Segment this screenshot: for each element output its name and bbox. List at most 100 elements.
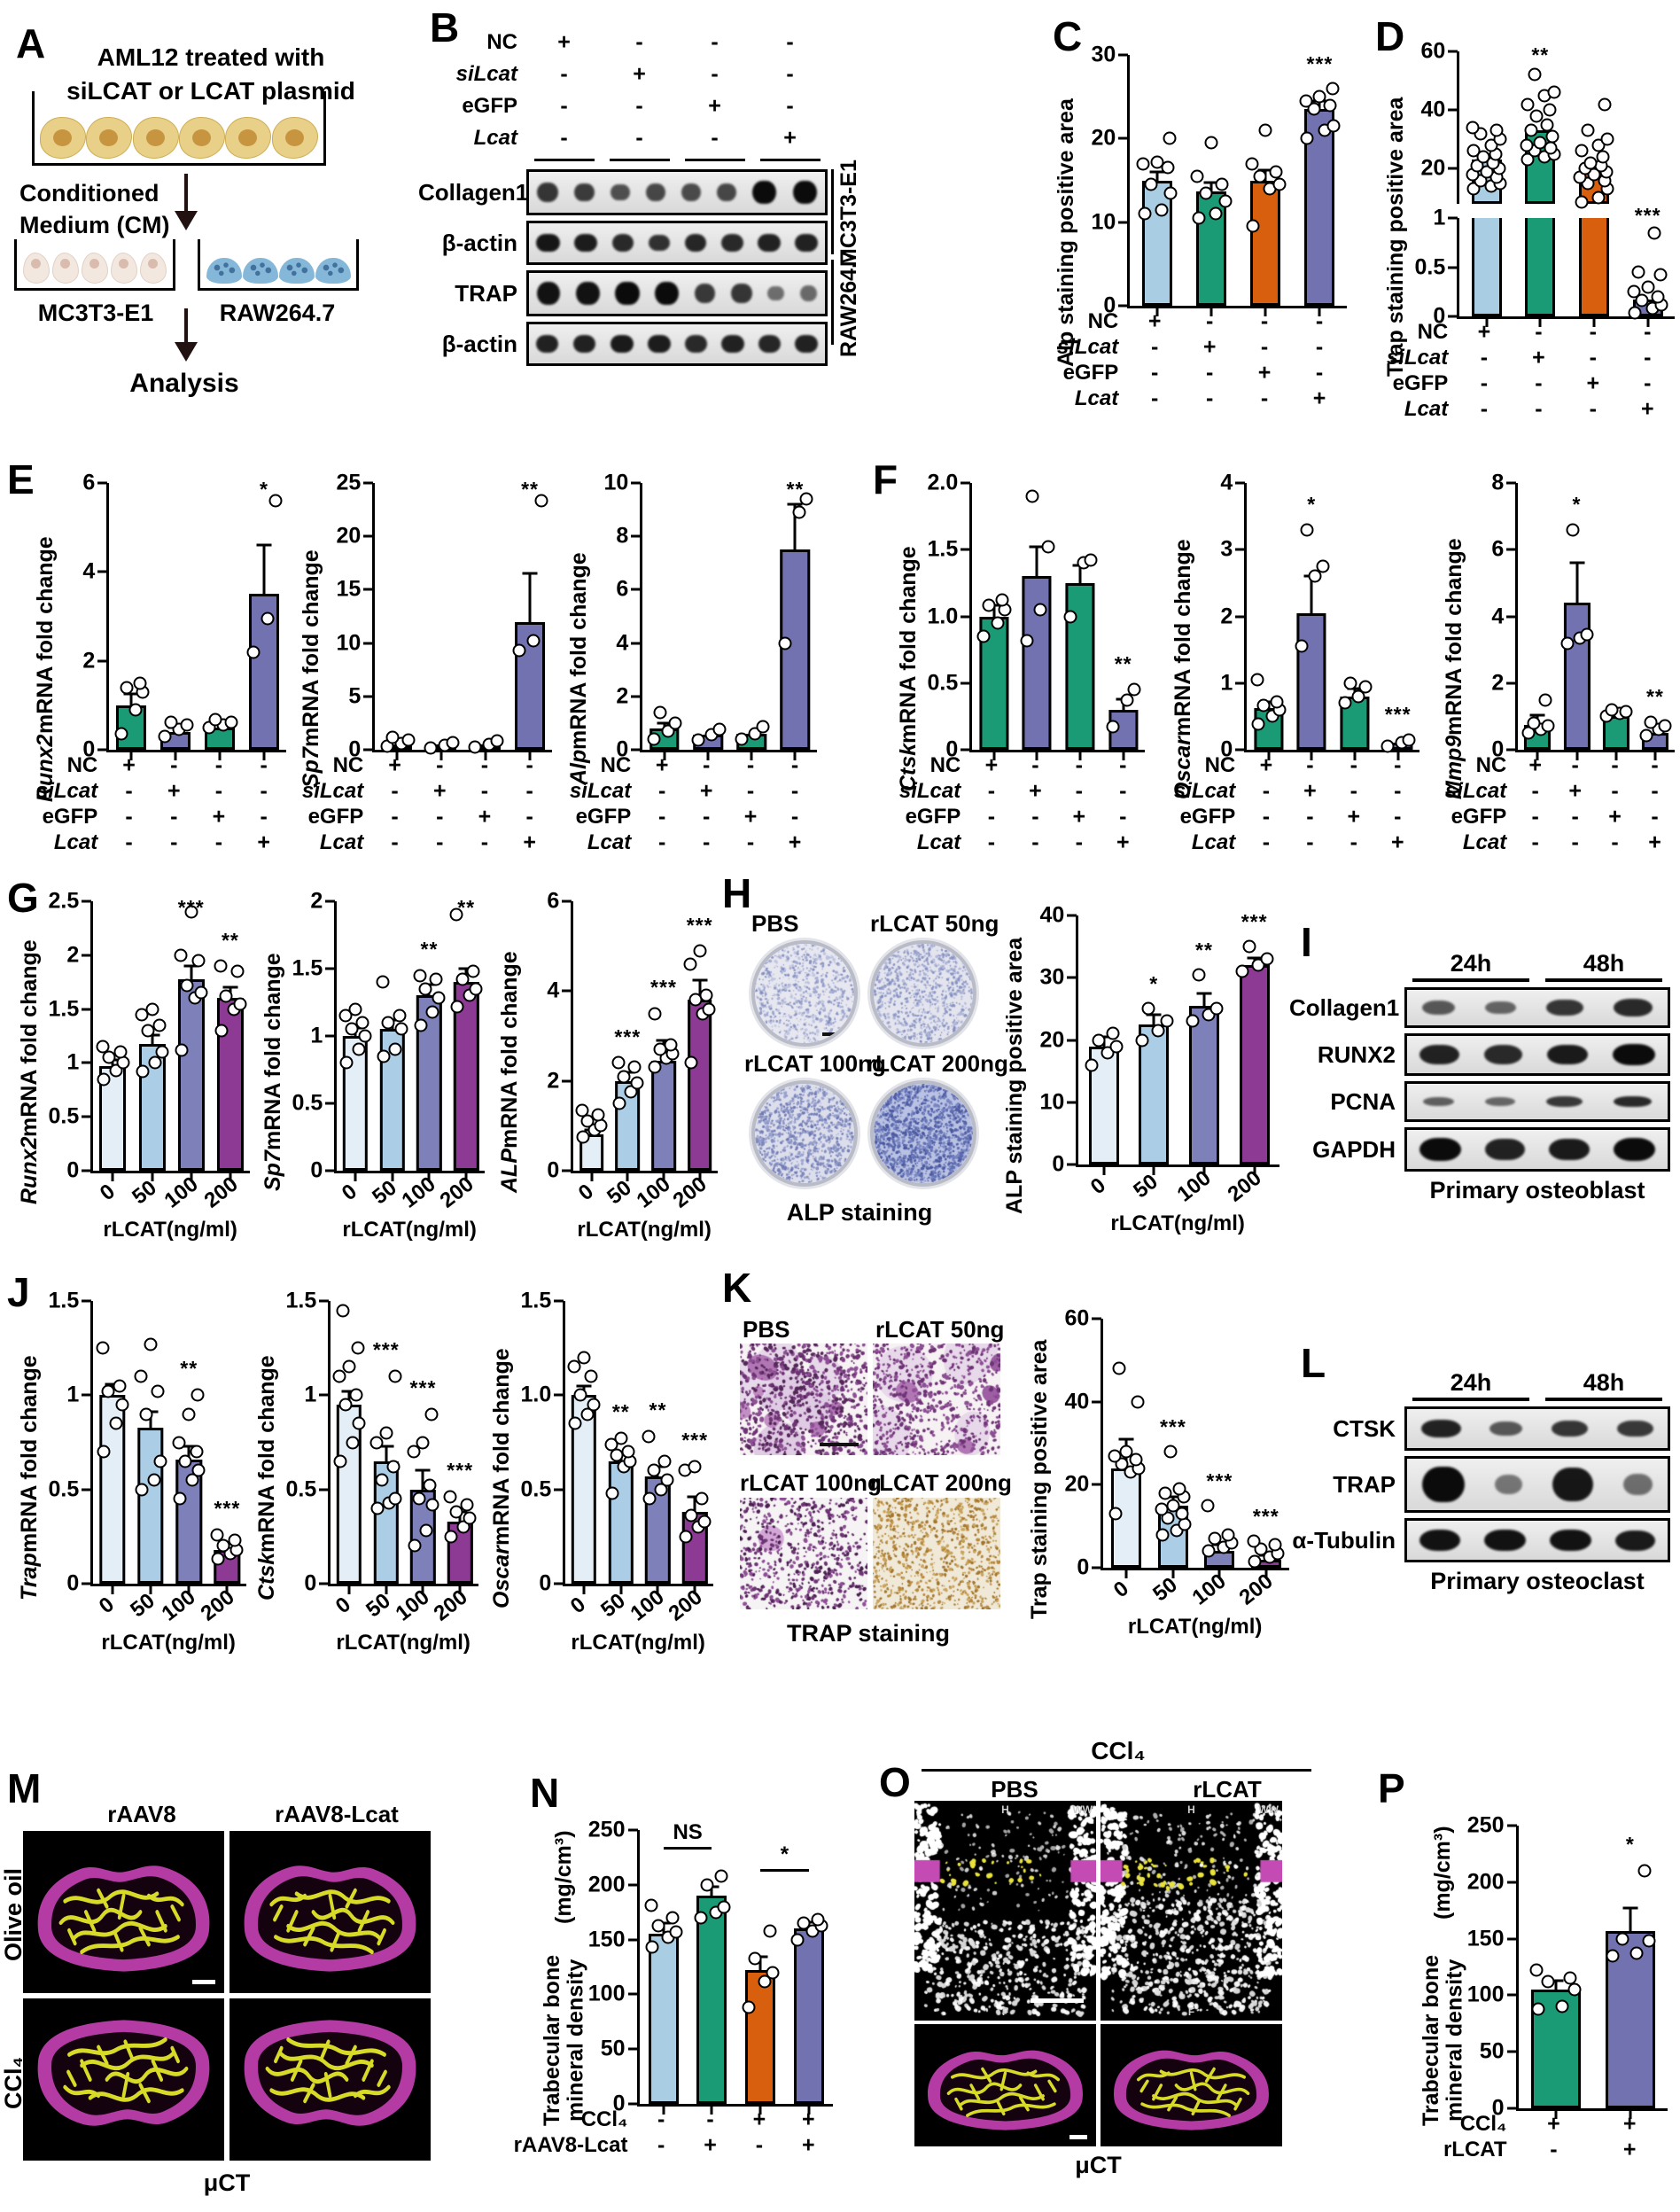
- y-tick: [363, 695, 374, 698]
- data-point: [386, 1460, 401, 1474]
- x-tick-label: 0: [566, 1592, 591, 1619]
- data-point: [1529, 109, 1544, 123]
- data-point: [342, 1359, 356, 1374]
- x-tick: [262, 752, 266, 760]
- x-tick: [484, 752, 487, 760]
- data-point: [1270, 695, 1284, 709]
- condition-symbol: -: [436, 752, 444, 777]
- hepatocyte-cell-icon: [132, 117, 179, 159]
- data-point: [463, 1511, 477, 1525]
- error-bar-cap: [105, 1382, 121, 1386]
- y-tick: [1235, 682, 1246, 685]
- data-point: [413, 969, 427, 983]
- y-axis-label: Ctsk mRNA fold change: [254, 1301, 280, 1655]
- bmd-chart: Trabecular bone mineral density (mg/cm³) 0…: [514, 1819, 833, 2158]
- significance: ***: [409, 1375, 437, 1399]
- error-bar-cap: [1347, 687, 1363, 690]
- y-tick: [1118, 136, 1129, 140]
- condition-symbol: +: [1312, 386, 1326, 410]
- data-point: [1338, 696, 1352, 710]
- condition-symbol: -: [711, 29, 719, 55]
- x-tick: [464, 1173, 468, 1181]
- condition-symbol: -: [786, 29, 794, 55]
- significance: ***: [1241, 910, 1268, 934]
- condition-label: eGFP: [462, 94, 517, 118]
- data-point: [102, 1050, 116, 1064]
- data-point: [450, 1000, 464, 1014]
- panel-h: H PBS rLCAT 50ng rLCAT 100ng rLCAT 200ng…: [718, 873, 1294, 1250]
- condition-label: eGFP: [42, 804, 98, 829]
- osteoblast-cell-icon: [23, 253, 51, 284]
- data-point: [1521, 97, 1535, 112]
- y-tick: [627, 2102, 638, 2106]
- data-point: [219, 989, 233, 1003]
- error-bar-cap: [1529, 713, 1545, 716]
- y-tick: [1448, 108, 1458, 112]
- condition-symbol: -: [1205, 386, 1214, 410]
- data-point: [1186, 1014, 1200, 1028]
- condition-symbol: -: [1611, 830, 1619, 854]
- x-tick-label: 0: [573, 1179, 598, 1206]
- condition-symbol: -: [391, 830, 399, 854]
- condition-label: CCl₄: [580, 2107, 628, 2131]
- condition-symbol: -: [657, 2132, 665, 2157]
- x-tick: [151, 1173, 154, 1181]
- x-axis-label: rLCAT(ng/ml): [103, 1218, 237, 1242]
- condition-row: siLcat - + - -: [570, 778, 817, 804]
- protein-band: [752, 181, 777, 204]
- y-tick-label: 2: [66, 942, 80, 968]
- data-point: [702, 1002, 716, 1016]
- data-point: [684, 1508, 698, 1523]
- protein-band: [574, 233, 597, 253]
- data-point: [444, 1530, 458, 1544]
- x-tick: [190, 1173, 193, 1181]
- plot-segment: 0 20 40 60 *** *** ***: [1064, 1307, 1289, 1578]
- runx2-dose-chart: Runx2 mRNA fold change 0 0.5 1 1.5 2 2.5 *** ** 0…: [17, 890, 250, 1242]
- panel-j: J Trap mRNA fold change 0 0.5 1 1.5 ** *** 0 50 1…: [0, 1267, 727, 1675]
- x-tick: [693, 1586, 696, 1594]
- condition-symbol: +: [699, 778, 713, 803]
- y-tick-label: 25: [336, 470, 362, 495]
- y-tick: [363, 534, 374, 538]
- condition-symbol: -: [525, 778, 533, 803]
- protein-band: [1494, 1475, 1523, 1494]
- condition-symbol: -: [711, 125, 719, 151]
- data-point: [345, 1022, 359, 1036]
- y-tick: [562, 989, 572, 993]
- condition-symbol: -: [391, 778, 399, 803]
- data-point: [1606, 1949, 1620, 1963]
- y-axis-label-text: mRNA fold change: [299, 549, 323, 748]
- y-axis-label-text: mRNA fold change: [33, 536, 58, 735]
- ct-window-ww: WW: [1258, 1803, 1279, 1816]
- significance: *: [1149, 972, 1159, 996]
- y-tick: [319, 1582, 330, 1585]
- diagram-title-line2: siLCAT or LCAT plasmid: [66, 76, 355, 105]
- x-tick: [710, 2107, 713, 2115]
- data-point: [134, 1369, 148, 1383]
- data-point: [224, 715, 238, 729]
- condition-label: siLcat: [35, 778, 98, 803]
- condition-symbol: -: [1151, 386, 1159, 410]
- condition-symbol: -: [260, 752, 268, 777]
- data-point: [1300, 131, 1314, 145]
- condition-label: NC: [486, 30, 517, 54]
- data-point: [1545, 129, 1559, 144]
- data-point: [432, 991, 446, 1005]
- protein-band: [695, 284, 716, 303]
- condition-symbol: +: [1390, 830, 1404, 854]
- condition-symbol: -: [635, 93, 643, 119]
- condition-symbol: -: [1315, 308, 1324, 333]
- condition-symbol: -: [170, 830, 178, 854]
- plot-segment: 0 0.5 1 ***: [1414, 204, 1675, 327]
- y-tick-label: 2: [310, 888, 323, 914]
- y-tick-label: 0: [1491, 2095, 1505, 2121]
- y-axis-label-text: Ctsk: [254, 1553, 279, 1601]
- condition-symbol: -: [790, 804, 799, 829]
- y-axis-label-text: mRNA fold change: [17, 1355, 42, 1554]
- error-bar-cap: [222, 985, 238, 989]
- data-point: [172, 1436, 186, 1449]
- panel-letter-l: L: [1301, 1340, 1326, 1386]
- y-tick: [1118, 53, 1129, 57]
- protein-band: [1623, 1474, 1653, 1495]
- panel-letter-b: B: [430, 4, 460, 51]
